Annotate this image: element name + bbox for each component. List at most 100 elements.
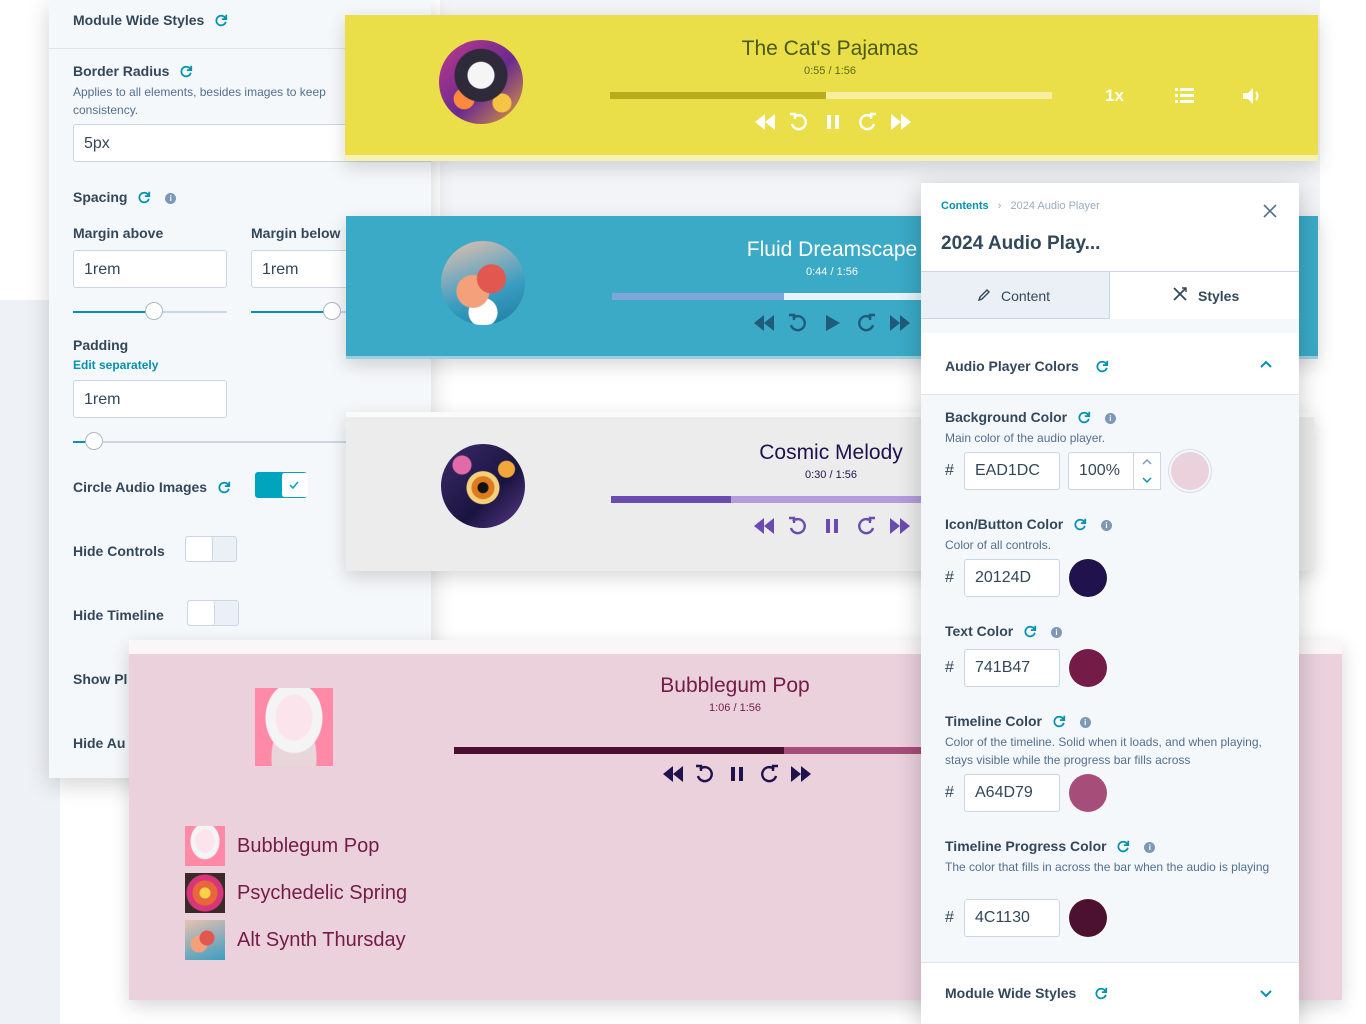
tab-styles[interactable]: Styles: [1110, 271, 1299, 319]
chevron-down-icon[interactable]: [1141, 476, 1153, 484]
fast-forward-icon[interactable]: [789, 763, 813, 785]
refresh-icon[interactable]: [1094, 986, 1108, 1000]
timeline-progress-color-label: Timeline Progress Color i: [945, 838, 1156, 854]
fast-forward-icon[interactable]: [888, 515, 912, 537]
text-color-hex-input[interactable]: 741B47: [964, 649, 1060, 687]
breadcrumb-contents-link[interactable]: Contents: [941, 200, 989, 212]
timeline-bar[interactable]: [612, 293, 932, 300]
playlist-thumbnail: [185, 826, 225, 866]
timeline-progress-color-swatch[interactable]: [1069, 899, 1107, 937]
refresh-icon[interactable]: [1116, 839, 1130, 853]
forward-replay-icon[interactable]: [855, 111, 879, 133]
margin-above-input[interactable]: 1rem: [73, 250, 227, 288]
chevron-down-icon[interactable]: [1259, 989, 1273, 999]
hide-timeline-toggle[interactable]: [187, 600, 239, 626]
info-icon[interactable]: i: [165, 193, 177, 204]
play-icon[interactable]: [820, 312, 844, 334]
replay-icon[interactable]: [693, 763, 717, 785]
rewind-icon[interactable]: [753, 111, 777, 133]
margin-below-slider[interactable]: [251, 302, 351, 320]
toggle-knob: [281, 473, 308, 497]
refresh-icon[interactable]: [179, 64, 193, 78]
refresh-icon[interactable]: [137, 190, 151, 204]
hash-symbol: #: [945, 784, 954, 801]
tab-styles-label: Styles: [1198, 288, 1240, 304]
rewind-icon[interactable]: [752, 312, 776, 334]
timeline-color-swatch[interactable]: [1069, 774, 1107, 812]
forward-replay-icon[interactable]: [854, 515, 878, 537]
border-radius-label: Border Radius: [73, 63, 193, 79]
toggle-knob: [188, 601, 215, 625]
playlist-item[interactable]: Alt Synth Thursday: [185, 920, 406, 960]
player-controls: [752, 312, 912, 334]
timeline-color-hex-input[interactable]: A64D79: [964, 774, 1060, 812]
background-color-hex-input[interactable]: EAD1DC: [964, 452, 1060, 490]
fast-forward-icon[interactable]: [889, 111, 913, 133]
player-controls: [661, 763, 813, 785]
edit-separately-link[interactable]: Edit separately: [73, 358, 159, 372]
forward-replay-icon[interactable]: [854, 312, 878, 334]
background-color-swatch[interactable]: [1171, 452, 1209, 490]
pause-icon[interactable]: [821, 111, 845, 133]
refresh-icon[interactable]: [1052, 714, 1066, 728]
circle-audio-images-toggle[interactable]: [255, 472, 308, 498]
info-icon[interactable]: i: [1144, 842, 1156, 853]
text-color-swatch[interactable]: [1069, 649, 1107, 687]
track-time: 0:30 / 1:56: [805, 469, 857, 481]
breadcrumb-current: 2024 Audio Player: [1010, 200, 1100, 212]
refresh-icon[interactable]: [1095, 359, 1109, 373]
refresh-icon[interactable]: [1077, 410, 1091, 424]
opacity-stepper[interactable]: [1133, 452, 1161, 490]
playlist-item[interactable]: Psychedelic Spring: [185, 873, 407, 913]
replay-icon[interactable]: [786, 312, 810, 334]
refresh-icon[interactable]: [217, 480, 231, 494]
forward-replay-icon[interactable]: [757, 763, 781, 785]
slider-handle[interactable]: [145, 302, 163, 320]
chevron-right-icon: ›: [997, 200, 1002, 212]
icon-button-color-swatch[interactable]: [1069, 559, 1107, 597]
volume-icon[interactable]: [1240, 85, 1264, 107]
playback-speed-button[interactable]: 1x: [1105, 86, 1124, 105]
chevron-up-icon[interactable]: [1259, 359, 1273, 369]
slider-handle[interactable]: [323, 302, 341, 320]
info-icon[interactable]: i: [1100, 520, 1112, 531]
playlist-item-title: Bubblegum Pop: [237, 834, 380, 857]
timeline-bar[interactable]: [611, 496, 931, 503]
pause-icon[interactable]: [820, 515, 844, 537]
info-icon[interactable]: i: [1104, 413, 1116, 424]
module-wide-styles-header[interactable]: Module Wide Styles: [73, 12, 228, 28]
chevron-up-icon[interactable]: [1141, 458, 1153, 466]
playlist-icon[interactable]: [1173, 85, 1197, 107]
tab-content[interactable]: Content: [921, 271, 1110, 319]
album-art-image: [255, 688, 333, 766]
timeline-bar[interactable]: [610, 92, 1052, 99]
timeline-bar[interactable]: [454, 747, 924, 754]
replay-icon[interactable]: [787, 111, 811, 133]
info-icon[interactable]: i: [1079, 717, 1091, 728]
timeline-progress: [454, 747, 784, 754]
replay-icon[interactable]: [786, 515, 810, 537]
timeline-progress-color-hex-input[interactable]: 4C1130: [964, 899, 1060, 937]
refresh-icon[interactable]: [214, 13, 228, 27]
padding-slider[interactable]: [73, 432, 413, 450]
hide-audio-label: Hide Au: [73, 735, 126, 751]
close-icon[interactable]: [1263, 204, 1277, 218]
audio-player-cats-pajamas: The Cat's Pajamas 0:55 / 1:56 1x: [345, 15, 1318, 161]
border-radius-help: Applies to all elements, besides images …: [73, 85, 326, 117]
refresh-icon[interactable]: [1023, 624, 1037, 638]
playlist-item[interactable]: Bubblegum Pop: [185, 826, 379, 866]
module-wide-styles-section-header[interactable]: Module Wide Styles: [921, 962, 1299, 1024]
slider-handle[interactable]: [85, 432, 103, 450]
fast-forward-icon[interactable]: [888, 312, 912, 334]
info-icon[interactable]: i: [1050, 627, 1062, 638]
icon-button-color-hex-input[interactable]: 20124D: [964, 559, 1060, 597]
refresh-icon[interactable]: [1073, 517, 1087, 531]
rewind-icon[interactable]: [661, 763, 685, 785]
padding-input[interactable]: 1rem: [73, 380, 227, 418]
hide-controls-toggle[interactable]: [185, 536, 237, 562]
margin-above-slider[interactable]: [73, 302, 227, 320]
album-art-image: [441, 444, 525, 528]
pause-icon[interactable]: [725, 763, 749, 785]
audio-player-colors-header[interactable]: Audio Player Colors: [921, 333, 1299, 395]
rewind-icon[interactable]: [752, 515, 776, 537]
